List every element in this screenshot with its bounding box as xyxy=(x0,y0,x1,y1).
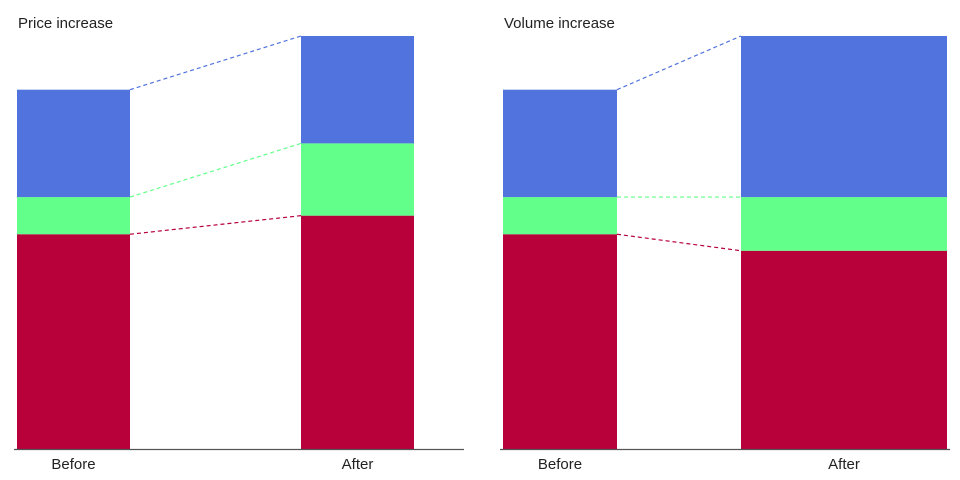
bar-before-segment-1 xyxy=(503,234,617,449)
bar-after-segment-2 xyxy=(741,197,947,251)
x-tick-label: Before xyxy=(51,456,95,473)
bar-before-segment-2 xyxy=(17,197,130,235)
bar-before-segment-3 xyxy=(17,89,130,198)
chart-panel-1: Price increase Before After xyxy=(14,15,464,473)
connector-line-segment-1 xyxy=(129,215,302,235)
x-tick-label: After xyxy=(828,456,860,473)
chart-title: Price increase xyxy=(18,15,113,32)
bar-before-segment-3 xyxy=(503,89,617,198)
bar-before-segment-1 xyxy=(17,234,130,449)
x-tick-label: After xyxy=(342,456,374,473)
chart-panel-2: Volume increase Before After xyxy=(500,15,950,473)
x-tick-label: Before xyxy=(538,456,582,473)
connector-line-segment-3 xyxy=(129,35,302,91)
bar-after-segment-2 xyxy=(301,143,414,216)
connector-line-segment-1 xyxy=(616,233,742,252)
chart-title: Volume increase xyxy=(504,15,615,32)
bar-after-segment-1 xyxy=(301,215,414,449)
bar-after-segment-3 xyxy=(301,36,414,144)
bar-after-segment-3 xyxy=(741,36,947,198)
connector-line-segment-2 xyxy=(129,142,302,198)
bar-after-segment-1 xyxy=(741,250,947,449)
bar-before-segment-2 xyxy=(503,197,617,235)
connector-line-segment-3 xyxy=(616,35,742,91)
